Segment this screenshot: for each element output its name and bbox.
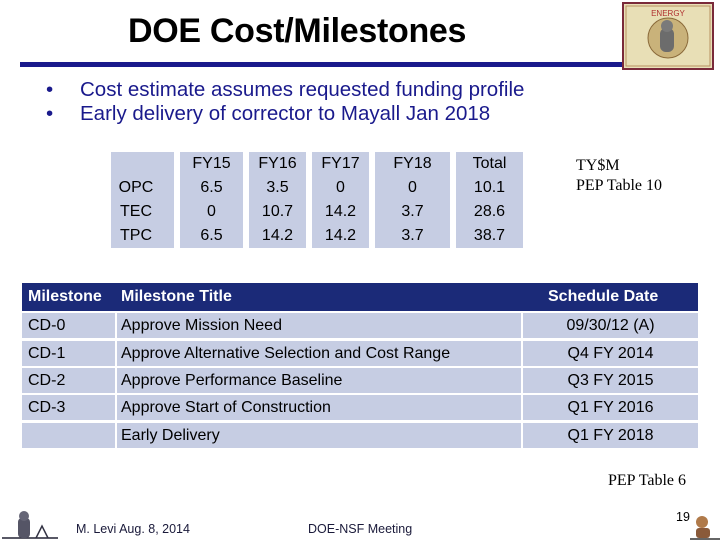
table-row: CD-2 Approve Performance Baseline Q3 FY … xyxy=(22,368,698,393)
cartoon-figure-icon xyxy=(690,516,720,540)
column-header: FY16 xyxy=(258,155,297,172)
column-header: Total xyxy=(472,155,507,172)
table-row: TEC 0 10.7 14.2 3.7 28.6 xyxy=(120,203,506,220)
bullet-list: • Cost estimate assumes requested funding… xyxy=(46,78,524,126)
bullet-item: • Cost estimate assumes requested funding… xyxy=(46,78,525,101)
table-row: CD-1 Approve Alternative Selection and C… xyxy=(22,341,698,366)
cost-table: FY15 FY16 FY17 FY18 Total OPC 6.5 3.5 0 … xyxy=(111,152,523,248)
table-row: TPC 6.5 14.2 14.2 3.7 38.7 xyxy=(120,227,506,244)
cost-note: TY$M PEP Table 10 xyxy=(576,157,662,194)
logo-letters: ENERGY xyxy=(651,9,685,18)
column-header: Milestone xyxy=(28,288,102,305)
table-row: Early Delivery Q1 FY 2018 xyxy=(22,423,698,448)
title-underline xyxy=(20,62,632,67)
bullet-item: • Early delivery of corrector to Mayall J… xyxy=(46,102,491,125)
table-row: OPC 6.5 3.5 0 0 10.1 xyxy=(118,179,506,196)
milestones-header-row: Milestone Milestone Title Schedule Date xyxy=(22,283,698,311)
column-header: Milestone Title xyxy=(121,288,232,305)
column-header: FY15 xyxy=(192,155,231,172)
page-title: DOE Cost/Milestones xyxy=(128,12,467,50)
footer-meeting: DOE-NSF Meeting xyxy=(308,522,413,536)
telescope-drawing-icon xyxy=(2,511,58,539)
column-header: FY17 xyxy=(321,155,360,172)
energy-logo: ENERGY xyxy=(622,2,714,70)
column-header: Schedule Date xyxy=(548,288,659,305)
pep-table-6-note: PEP Table 6 xyxy=(608,472,686,489)
page-number: 19 xyxy=(676,510,690,524)
column-header: FY18 xyxy=(393,155,432,172)
footer-author: M. Levi Aug. 8, 2014 xyxy=(76,522,190,536)
table-row: CD-3 Approve Start of Construction Q1 FY… xyxy=(22,395,698,420)
cost-header-row: FY15 FY16 FY17 FY18 Total xyxy=(111,152,523,176)
table-row: CD-0 Approve Mission Need 09/30/12 (A) xyxy=(22,313,698,338)
